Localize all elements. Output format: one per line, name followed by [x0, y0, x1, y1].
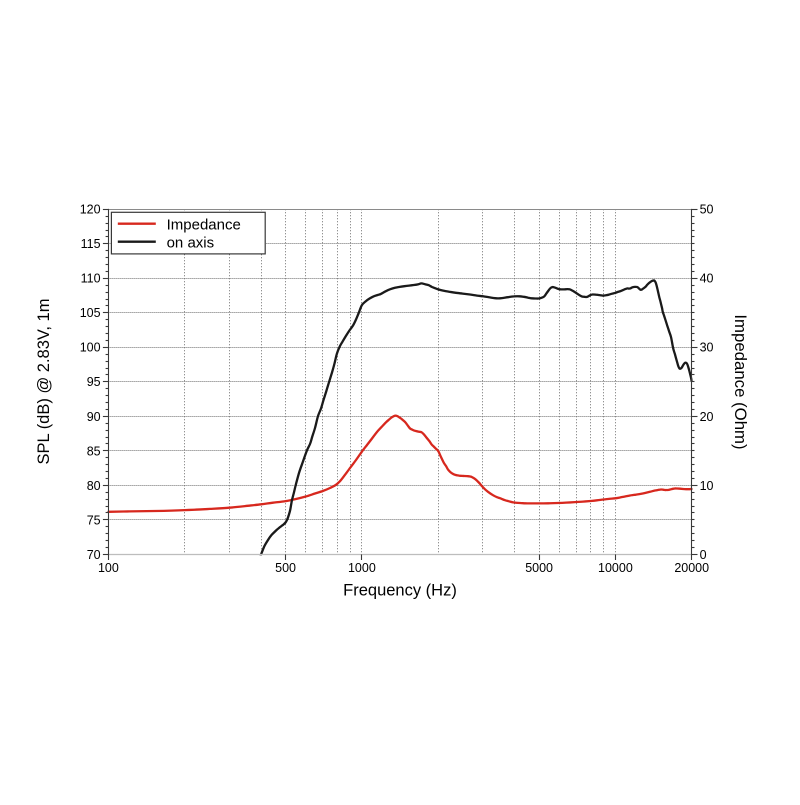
svg-text:Impedance: Impedance — [167, 217, 241, 234]
svg-text:SPL (dB) @ 2.83V, 1m: SPL (dB) @ 2.83V, 1m — [35, 299, 53, 465]
svg-text:20000: 20000 — [674, 561, 709, 575]
svg-text:120: 120 — [80, 203, 101, 217]
svg-text:Impedance (Ohm): Impedance (Ohm) — [731, 314, 750, 449]
svg-text:95: 95 — [87, 375, 101, 389]
svg-text:115: 115 — [81, 237, 101, 251]
svg-text:100: 100 — [80, 341, 101, 355]
svg-text:Frequency (Hz): Frequency (Hz) — [343, 582, 457, 600]
svg-text:10: 10 — [700, 479, 714, 493]
svg-text:100: 100 — [98, 561, 119, 575]
svg-text:0: 0 — [700, 548, 707, 562]
svg-text:20: 20 — [700, 410, 714, 424]
svg-text:105: 105 — [80, 306, 101, 320]
svg-text:110: 110 — [81, 272, 101, 286]
svg-text:1000: 1000 — [348, 561, 376, 575]
svg-text:70: 70 — [87, 548, 101, 562]
svg-text:on axis: on axis — [167, 235, 215, 252]
svg-text:80: 80 — [87, 479, 101, 493]
svg-text:500: 500 — [275, 561, 296, 575]
svg-text:75: 75 — [87, 513, 101, 527]
svg-text:85: 85 — [87, 444, 101, 458]
svg-text:10000: 10000 — [598, 561, 633, 575]
svg-text:50: 50 — [700, 203, 714, 217]
svg-text:90: 90 — [87, 410, 101, 424]
svg-text:40: 40 — [700, 272, 714, 286]
svg-text:30: 30 — [700, 341, 714, 355]
svg-text:5000: 5000 — [525, 561, 553, 575]
